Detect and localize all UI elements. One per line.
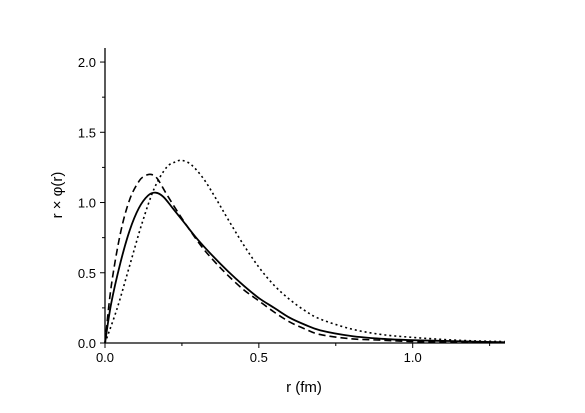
y-tick-label-1: 0.5 bbox=[78, 266, 96, 281]
series-line-dotted bbox=[104, 159, 506, 344]
series-line-solid bbox=[104, 191, 506, 344]
series-line-dashed bbox=[104, 173, 506, 344]
y-tick-label-4: 2.0 bbox=[78, 55, 96, 70]
x-tick-label-2: 1.0 bbox=[404, 350, 422, 365]
tick-labels: 0.0 0.5 1.0 0.0 0.5 1.0 1.5 2.0 bbox=[78, 55, 422, 365]
ticks bbox=[100, 61, 491, 348]
y-axis-title: r × φ(r) bbox=[49, 172, 66, 219]
x-tick-label-0: 0.0 bbox=[96, 350, 114, 365]
y-tick-label-3: 1.5 bbox=[78, 125, 96, 140]
axes bbox=[104, 48, 505, 344]
x-axis-title: r (fm) bbox=[286, 379, 322, 396]
x-tick-label-1: 0.5 bbox=[250, 350, 268, 365]
y-tick-label-0: 0.0 bbox=[78, 336, 96, 351]
series-layer bbox=[104, 159, 506, 344]
y-tick-label-2: 1.0 bbox=[78, 196, 96, 211]
